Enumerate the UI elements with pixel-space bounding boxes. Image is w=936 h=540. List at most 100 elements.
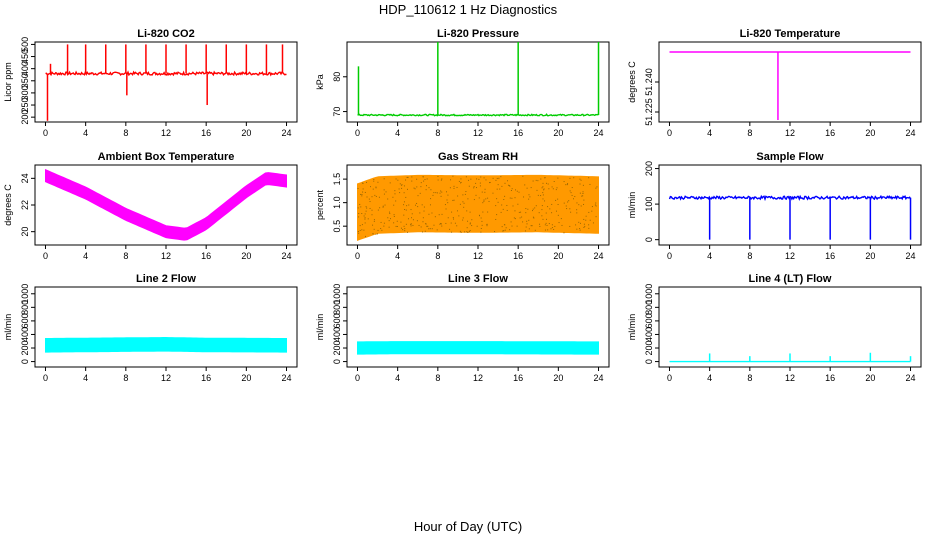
series-point [452, 175, 454, 177]
series-point [507, 184, 509, 186]
series-point [397, 179, 399, 181]
series-point [544, 200, 546, 202]
y-axis-label: kPa [315, 74, 325, 90]
series-point [536, 189, 538, 191]
series-point [513, 217, 515, 219]
series-point [516, 190, 518, 192]
series-point [501, 185, 503, 187]
x-tick-label: 20 [553, 251, 563, 261]
series-point [439, 192, 441, 194]
series-point [499, 188, 501, 190]
series-point [456, 210, 458, 212]
series-point [471, 225, 473, 227]
series-point [469, 230, 471, 232]
series-point [541, 205, 543, 207]
series-point [411, 176, 413, 178]
series-point [534, 207, 536, 209]
chart-panel-9: Line 4 (LT) Flow 0 4 8 12 16 20 24 0 200400600800… [627, 273, 922, 383]
series-point [373, 228, 375, 230]
series-point [358, 212, 360, 214]
x-tick-label: 24 [594, 251, 604, 261]
series-point [460, 231, 462, 233]
series-point [588, 224, 590, 226]
series-point [406, 176, 408, 178]
series-point [547, 229, 549, 231]
x-tick-label: 16 [201, 128, 211, 138]
series-point [419, 212, 421, 214]
x-axis-label: Hour of Day (UTC) [413, 519, 523, 534]
series-point [387, 198, 389, 200]
series-point [543, 188, 545, 190]
x-tick-label: 4 [395, 373, 400, 383]
series-point [518, 191, 520, 193]
series-point [450, 222, 452, 224]
series-point [425, 185, 427, 187]
series-point [401, 184, 403, 186]
x-tick-label: 8 [435, 251, 440, 261]
series-point [445, 222, 447, 224]
series-point [467, 231, 469, 233]
series-point [404, 209, 406, 211]
y-tick-label: 600 [644, 313, 654, 328]
series-point [595, 216, 597, 218]
chart-panel-1: Li-820 CO2 0 4 8 12 16 20 24 2002503003504004505… [3, 28, 298, 138]
series-point [424, 179, 426, 181]
series-point [389, 213, 391, 215]
series-point [576, 228, 578, 230]
x-tick-label: 4 [707, 251, 712, 261]
series-point [528, 228, 530, 230]
series-point [569, 190, 571, 192]
series-point [377, 233, 379, 235]
x-tick-label: 20 [241, 128, 251, 138]
series-point [406, 205, 408, 207]
series-point [405, 179, 407, 181]
x-tick-label: 24 [594, 128, 604, 138]
series-point [524, 184, 526, 186]
series-point [459, 230, 461, 232]
y-tick-label: 400 [20, 327, 30, 342]
series-point [371, 196, 373, 198]
series-point [389, 182, 391, 184]
y-tick-label: 600 [332, 313, 342, 328]
series-point [457, 195, 459, 197]
series-point [542, 194, 544, 196]
series-point [555, 199, 557, 201]
series-point [495, 179, 497, 181]
series-point [547, 183, 549, 185]
series-point [574, 196, 576, 198]
series-point [527, 208, 529, 210]
series-point [551, 227, 553, 229]
series-point [373, 220, 375, 222]
series-point [538, 212, 540, 214]
series-point [501, 226, 503, 228]
series-point [433, 192, 435, 194]
series-band [45, 168, 287, 241]
series-point [532, 208, 534, 210]
series-point [573, 198, 575, 200]
series-point [583, 218, 585, 220]
series-point [545, 222, 547, 224]
x-tick-label: 12 [785, 373, 795, 383]
plot-frame [34, 286, 298, 368]
series-point [469, 222, 471, 224]
series-point [454, 222, 456, 224]
series-point [404, 230, 406, 232]
series-point [502, 230, 504, 232]
series-point [489, 181, 491, 183]
series-point [525, 212, 527, 214]
series-point [385, 191, 387, 193]
series-point [480, 227, 482, 229]
series-point [526, 187, 528, 189]
series-point [550, 228, 552, 230]
y-axis-label: ml/min [3, 314, 13, 341]
series-point [583, 226, 585, 228]
y-tick-label: 350 [20, 73, 30, 88]
series-point [467, 179, 469, 181]
series-point [521, 216, 523, 218]
series-point [429, 204, 431, 206]
series-point [558, 222, 560, 224]
series-point [595, 202, 597, 204]
series-point [595, 187, 597, 189]
series-point [372, 224, 374, 226]
